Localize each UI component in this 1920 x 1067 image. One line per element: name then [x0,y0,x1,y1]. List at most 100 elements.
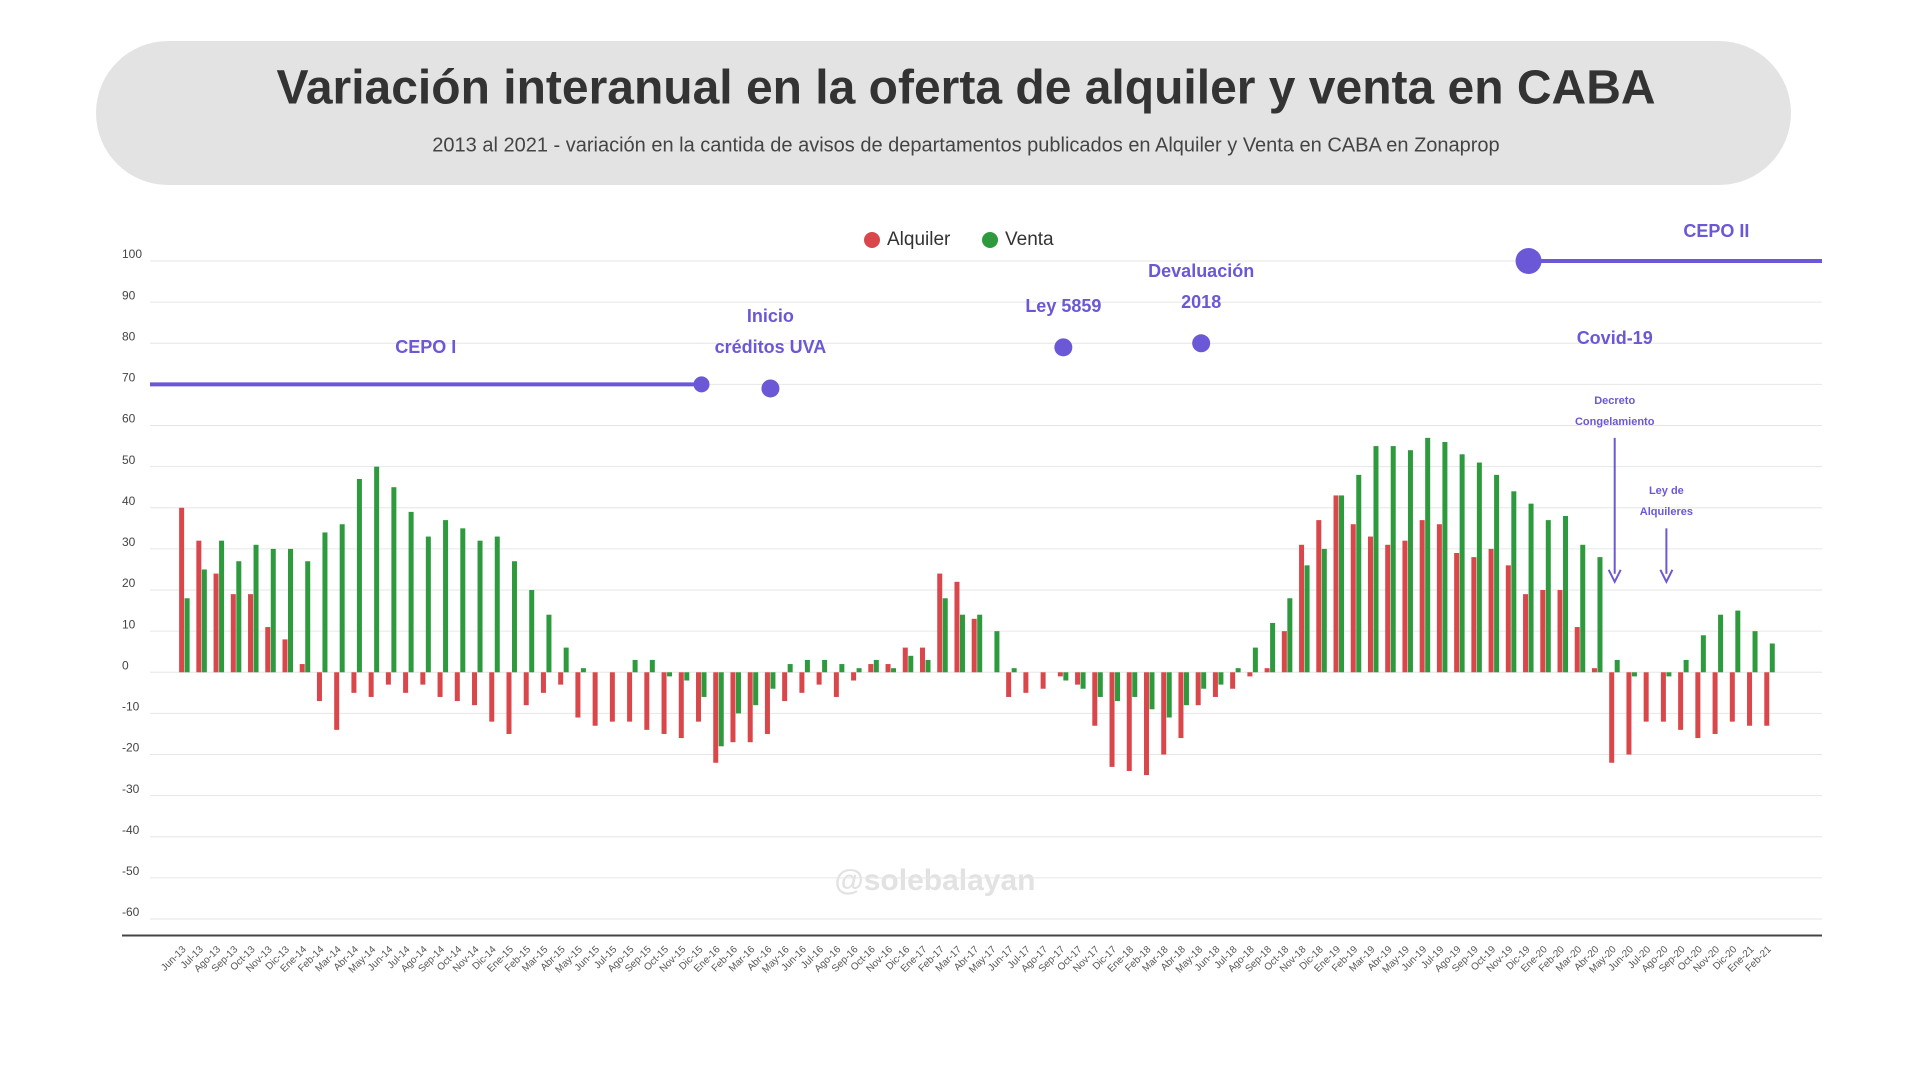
bar [1252,647,1258,673]
y-tick-label: 100 [122,247,142,261]
bar [822,659,828,673]
bar [1316,520,1322,673]
bar [546,614,552,673]
bar [1178,672,1184,739]
bar [1476,462,1482,673]
bar [1080,672,1086,689]
bar [334,672,340,730]
bar [632,659,638,673]
bar [667,672,673,677]
bar [891,668,897,673]
bar [287,548,293,673]
annotation-label: Alquileres [1640,506,1693,518]
y-tick-label: 50 [122,453,136,467]
bar [1287,598,1293,673]
bar [425,536,431,673]
bar [1149,672,1155,710]
bar [305,561,311,673]
y-tick-label: -20 [122,741,140,755]
bar [563,647,569,673]
bar [1436,524,1442,673]
bar [1143,672,1149,776]
bar [1281,631,1287,673]
y-tick-label: 60 [122,412,136,426]
bar [1183,672,1189,706]
bar [696,672,702,722]
bar [1505,565,1511,673]
bar [1212,672,1218,697]
bar [839,664,845,673]
bar [1132,672,1138,697]
y-tick-label: -40 [122,823,140,837]
bar [1109,672,1115,767]
bar [511,561,517,673]
bar [184,598,190,673]
bar [1643,672,1649,722]
bar [1092,672,1098,726]
bar [201,569,207,673]
bar [1563,515,1569,673]
bar [580,668,586,673]
bar [701,672,707,697]
annotation-dot [761,379,780,398]
bar [1390,446,1396,673]
y-tick-label: -50 [122,864,140,878]
bar [856,668,862,673]
bar [1683,659,1689,673]
bar [1666,672,1672,677]
bar [1270,622,1276,673]
bar [1407,450,1413,673]
bar [764,672,770,734]
bar [1063,672,1069,681]
y-tick-label: 20 [122,576,136,590]
bar [1454,553,1460,673]
bar [1557,590,1563,673]
watermark: @solebalayan [834,864,1035,897]
bar [1752,631,1758,673]
bar [437,672,443,697]
bar [908,655,914,673]
annotation-label: CEPO II [1683,221,1749,241]
bar [540,672,546,693]
bar [713,672,719,763]
bar [730,672,736,743]
bar [265,627,271,673]
bar [489,672,495,722]
chart-title: Variación interanual en la oferta de alq… [276,62,1655,115]
bar [253,544,259,673]
bar [816,672,822,685]
y-tick-label: 90 [122,288,136,302]
bar [1609,672,1615,763]
annotation-label: Ley de [1649,485,1684,497]
bar [1161,672,1167,755]
bar [649,659,655,673]
bar [196,540,202,673]
bar [1735,610,1741,673]
bar [1528,503,1534,673]
bar [994,631,1000,673]
legend-label: Alquiler [887,229,951,250]
bar [391,487,397,673]
bar [1425,437,1431,673]
legend-swatch [982,232,998,248]
annotation-label: Devaluación [1148,261,1254,281]
bar [868,664,874,673]
bar [558,672,564,685]
annotation-label: Inicio [747,306,794,326]
bar [454,672,460,702]
bar [403,672,409,693]
bar [1339,495,1345,673]
bar [1747,672,1753,726]
y-tick-label: -10 [122,700,140,714]
bar [385,672,391,685]
bar [942,598,948,673]
bar [1040,672,1046,689]
bar [1201,672,1207,689]
bar [937,573,943,673]
bar [851,672,857,681]
title-banner [96,41,1791,185]
bar [1471,557,1477,673]
bar [770,672,776,689]
bar [1488,548,1494,673]
bar [1660,672,1666,722]
